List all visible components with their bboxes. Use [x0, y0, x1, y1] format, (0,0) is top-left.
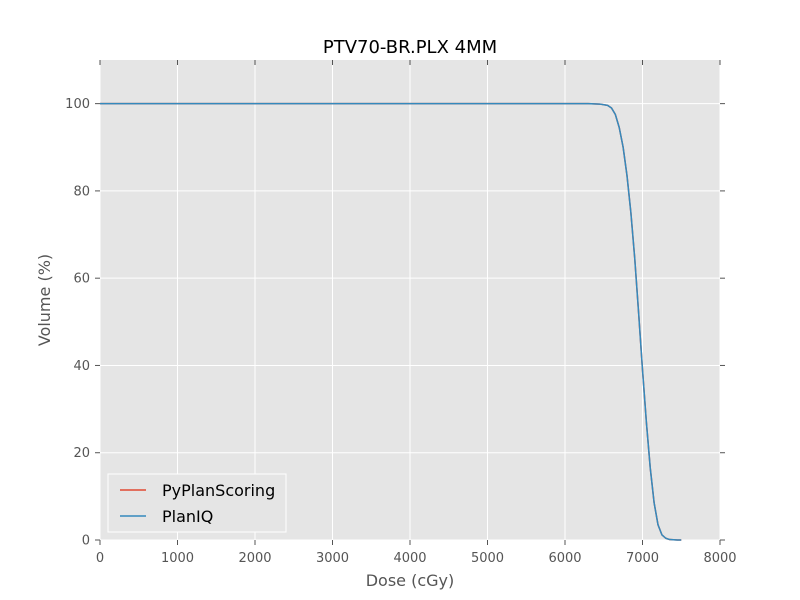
x-axis-label: Dose (cGy) [366, 571, 455, 590]
x-tick-label: 6000 [548, 551, 581, 566]
y-tick-label: 80 [73, 184, 90, 199]
y-tick-label: 0 [82, 534, 90, 549]
legend-box [107, 473, 287, 533]
legend-label: PyPlanScoring [162, 481, 275, 500]
chart-title: PTV70-BR.PLX 4MM [323, 37, 497, 58]
y-tick-label: 20 [73, 446, 90, 461]
x-tick-label: 5000 [471, 551, 504, 566]
y-tick-label: 100 [65, 97, 90, 112]
series-lines [100, 102, 682, 541]
x-tick-label: 7000 [626, 551, 659, 566]
legend-label: PlanIQ [162, 507, 213, 526]
x-tick-label: 3000 [316, 551, 349, 566]
y-axis-label: Volume (%) [35, 254, 54, 346]
x-tick-label: 1000 [161, 551, 194, 566]
legend: PyPlanScoring PlanIQ [107, 473, 287, 533]
ticks: 0 1000 2000 3000 4000 5000 6000 7000 8000 0 20 40 60… [65, 60, 737, 566]
x-tick-label: 4000 [393, 551, 426, 566]
x-tick-label: 8000 [703, 551, 736, 566]
x-tick-label: 2000 [238, 551, 271, 566]
series-line-planiq [100, 102, 682, 541]
x-tick-label: 0 [96, 551, 104, 566]
y-tick-label: 40 [73, 359, 90, 374]
y-tick-label: 60 [73, 272, 90, 287]
